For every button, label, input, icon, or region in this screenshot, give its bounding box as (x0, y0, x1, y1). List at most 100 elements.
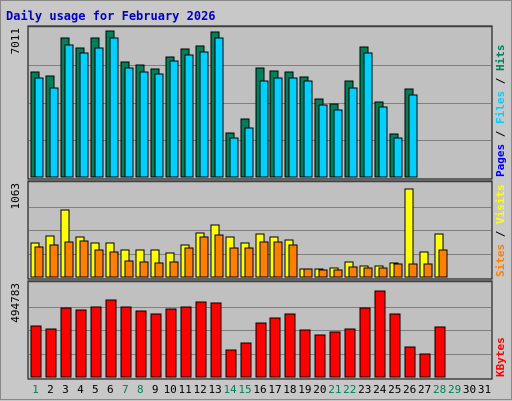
kbytes-bar-28 (434, 326, 446, 378)
kbytes-bar-18 (284, 313, 296, 378)
chart-title: Daily usage for February 2026 (6, 9, 216, 23)
kbytes-panel: 494783 KBytes (9, 280, 507, 380)
x-axis-labels: 1 2 3 4 5 6 7 8 9 10 11 12 13 14 15 16 17 18 19 20 21 22 23 24 2… (32, 383, 491, 396)
sites-bar-15 (244, 247, 254, 278)
kbytes-bar-27 (419, 353, 431, 378)
sites-bar-22 (348, 266, 358, 278)
files-bar-17 (273, 77, 283, 178)
day-label-22: 22 (343, 383, 356, 396)
sites-bar-24 (378, 267, 388, 278)
sites-bar-16 (259, 241, 269, 278)
sites-bar-21 (333, 269, 343, 278)
kbytes-bar-12 (195, 301, 207, 378)
sites-bar-20 (318, 269, 328, 278)
kbytes-bar-17 (269, 317, 281, 378)
day-label-4: 4 (77, 383, 84, 396)
files-bar-5 (94, 47, 104, 178)
sites-bar-5 (94, 249, 104, 278)
visits-panel-max-label: 1063 (9, 183, 22, 210)
sites-bar-2 (49, 244, 59, 278)
day-label-25: 25 (388, 383, 401, 396)
kbytes-bar-2 (45, 328, 57, 378)
files-bar-8 (139, 71, 149, 178)
legend-visits: Visits (494, 184, 507, 224)
sites-bar-14 (229, 247, 239, 278)
day-label-23: 23 (358, 383, 371, 396)
panels-layer: 7011 Pages / Files / Hits 1063 Sites / Visi… (9, 25, 507, 380)
files-bar-24 (378, 106, 388, 178)
day-label-3: 3 (62, 383, 69, 396)
day-label-19: 19 (298, 383, 311, 396)
day-label-17: 17 (268, 383, 281, 396)
visits-panel: 1063 Sites / Visits (9, 180, 507, 280)
kbytes-bar-9 (150, 313, 162, 378)
files-bar-3 (64, 44, 74, 178)
day-label-28: 28 (433, 383, 446, 396)
kbytes-bar-15 (240, 342, 252, 378)
files-bar-22 (348, 87, 358, 178)
kbytes-bar-24 (374, 290, 386, 378)
day-label-9: 9 (152, 383, 159, 396)
day-label-18: 18 (283, 383, 296, 396)
sites-bar-13 (214, 234, 224, 278)
kbytes-bar-10 (165, 308, 177, 378)
kbytes-bar-14 (225, 349, 237, 378)
files-bar-11 (184, 54, 194, 178)
kbytes-bar-4 (75, 309, 87, 378)
kbytes-panel-max-label: 494783 (9, 283, 22, 323)
files-bar-25 (393, 137, 403, 178)
kbytes-bar-16 (255, 322, 267, 378)
day-label-7: 7 (122, 383, 129, 396)
day-label-5: 5 (92, 383, 99, 396)
kbytes-bar-23 (359, 307, 371, 378)
legend-sites: Sites (494, 244, 507, 277)
kbytes-bar-21 (329, 331, 341, 378)
files-bar-7 (124, 67, 134, 178)
day-label-29: 29 (448, 383, 461, 396)
files-bar-18 (288, 77, 298, 178)
files-bar-16 (259, 80, 269, 178)
sites-bar-8 (139, 261, 149, 278)
sites-bar-19 (303, 268, 313, 278)
legend-hits: Hits (494, 45, 507, 72)
files-bar-9 (154, 73, 164, 178)
files-bar-19 (303, 80, 313, 178)
day-label-8: 8 (137, 383, 144, 396)
sites-bar-9 (154, 262, 164, 278)
sites-bar-18 (288, 244, 298, 278)
day-label-12: 12 (194, 383, 207, 396)
hits-panel: 7011 Pages / Files / Hits (9, 25, 507, 180)
sites-bar-25 (393, 263, 403, 278)
sites-bar-26 (408, 263, 418, 278)
sites-bar-12 (199, 236, 209, 278)
kbytes-bar-13 (210, 302, 222, 378)
kbytes-bar-8 (135, 310, 147, 378)
day-label-14: 14 (223, 383, 237, 396)
sites-bar-23 (363, 267, 373, 278)
kbytes-bar-11 (180, 306, 192, 378)
day-label-1: 1 (32, 383, 39, 396)
day-label-26: 26 (403, 383, 416, 396)
kbytes-bar-20 (314, 334, 326, 378)
sites-bar-1 (34, 246, 44, 278)
files-bar-1 (34, 77, 44, 178)
files-bar-4 (79, 52, 89, 178)
kbytes-bar-19 (299, 329, 311, 378)
day-label-11: 11 (179, 383, 192, 396)
files-bar-14 (229, 137, 239, 178)
kbytes-bar-7 (120, 306, 132, 378)
day-label-10: 10 (164, 383, 177, 396)
day-label-30: 30 (463, 383, 476, 396)
day-label-16: 16 (253, 383, 266, 396)
day-label-6: 6 (107, 383, 114, 396)
files-bar-26 (408, 94, 418, 178)
kbytes-bar-1 (30, 325, 42, 378)
kbytes-bar-25 (389, 313, 401, 378)
legend-files: Files (494, 91, 507, 124)
hits-panel-max-label: 7011 (9, 28, 22, 55)
legend-kbytes: KBytes (494, 337, 507, 377)
kbytes-panel-legend: KBytes (494, 337, 507, 377)
day-label-24: 24 (373, 383, 387, 396)
